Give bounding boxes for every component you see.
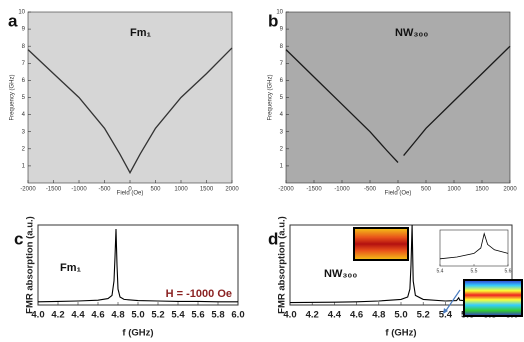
- y-tick-label: 4: [280, 112, 284, 118]
- x-tick-label: 5.4: [171, 310, 185, 321]
- inset-tick-label: 5.6: [505, 268, 512, 274]
- y-axis-label: FMR absorption (a.u.): [25, 216, 36, 314]
- x-axis-label: Field (Oe): [385, 191, 412, 197]
- x-tick-label: 4.4: [328, 310, 342, 321]
- x-tick-label: 5.2: [417, 310, 430, 321]
- inset-line: [439, 232, 509, 260]
- mode-image: [463, 279, 523, 317]
- arrow-head: [443, 308, 448, 314]
- x-tick-label: 5.8: [211, 310, 224, 321]
- annotation: H = -1000 Oe: [166, 288, 232, 300]
- y-tick-label: 1: [22, 163, 26, 169]
- x-tick-label: 4.8: [372, 310, 385, 321]
- panel-label: d: [268, 229, 278, 248]
- x-tick-label: 1500: [200, 187, 214, 193]
- data-line: [289, 224, 513, 304]
- x-tick-label: 4.0: [283, 310, 296, 321]
- x-tick-label: -2000: [278, 187, 294, 193]
- x-tick-label: 5.0: [131, 310, 144, 321]
- y-axis-label: FMR absorption (a.u.): [277, 216, 288, 314]
- x-tick-label: -2000: [20, 187, 36, 193]
- plot-area: [285, 11, 511, 184]
- x-tick-label: 5.4: [439, 310, 453, 321]
- x-tick-label: 4.4: [71, 310, 85, 321]
- x-tick-label: 4.6: [91, 310, 104, 321]
- inset-tick-label: 5.5: [471, 268, 478, 274]
- x-tick-label: 4.0: [31, 310, 44, 321]
- x-axis-label: f (GHz): [385, 328, 416, 339]
- panel-title: NW₃₀₀: [395, 27, 428, 39]
- plot-area: [37, 224, 239, 306]
- y-tick-label: 7: [22, 61, 26, 67]
- y-tick-label: 9: [22, 27, 26, 33]
- x-tick-label: -1000: [334, 187, 350, 193]
- x-axis-label: Field (Oe): [117, 191, 144, 197]
- x-tick-label: 0: [128, 187, 132, 193]
- x-tick-label: -1000: [71, 187, 87, 193]
- y-tick-label: 8: [22, 44, 26, 50]
- data-line: [37, 228, 238, 303]
- y-tick-label: 1: [280, 163, 284, 169]
- panel-title: Fm₁: [60, 262, 82, 274]
- y-axis-label: Frequency (GHz): [268, 74, 274, 120]
- x-tick-label: -1500: [306, 187, 322, 193]
- y-tick-label: 5: [22, 95, 26, 101]
- plot-area: [27, 11, 233, 184]
- y-tick-label: 2: [22, 146, 26, 152]
- x-axis-label: f (GHz): [122, 328, 153, 339]
- x-tick-label: 500: [421, 187, 432, 193]
- x-tick-label: 5.2: [151, 310, 164, 321]
- y-axis-label: Frequency (GHz): [10, 74, 16, 120]
- x-tick-label: 4.2: [306, 310, 319, 321]
- panel-label: b: [268, 11, 278, 30]
- data-line: [285, 45, 511, 163]
- x-tick-label: -500: [98, 187, 111, 193]
- panel-label: a: [8, 11, 18, 30]
- x-tick-label: -500: [364, 187, 377, 193]
- y-tick-label: 6: [22, 78, 26, 84]
- y-tick-label: 3: [22, 129, 26, 135]
- y-tick-label: 2: [280, 146, 284, 152]
- inset-frame: [439, 229, 509, 267]
- x-tick-label: 4.2: [51, 310, 64, 321]
- y-tick-label: 9: [280, 27, 284, 33]
- panel-title: Fm₁: [130, 27, 152, 39]
- y-tick-label: 10: [18, 10, 25, 16]
- x-tick-label: 4.8: [111, 310, 124, 321]
- arrow: [444, 289, 461, 313]
- x-tick-label: 2000: [225, 187, 239, 193]
- x-tick-label: -1500: [46, 187, 62, 193]
- y-tick-label: 6: [280, 78, 284, 84]
- y-tick-label: 8: [280, 44, 284, 50]
- x-tick-label: 1500: [475, 187, 489, 193]
- x-tick-label: 5.0: [394, 310, 407, 321]
- x-tick-label: 5.6: [191, 310, 204, 321]
- inset-tick-label: 5.4: [437, 268, 444, 274]
- panel-title: NW₃₀₀: [324, 268, 357, 280]
- x-tick-label: 4.6: [350, 310, 363, 321]
- x-tick-label: 2000: [503, 187, 517, 193]
- x-tick-label: 6.0: [231, 310, 244, 321]
- y-tick-label: 3: [280, 129, 284, 135]
- panel-label: c: [14, 229, 23, 248]
- x-tick-label: 0: [396, 187, 400, 193]
- y-tick-label: 10: [276, 10, 283, 16]
- y-tick-label: 5: [280, 95, 284, 101]
- x-tick-label: 1000: [447, 187, 461, 193]
- x-tick-label: 500: [150, 187, 161, 193]
- mode-image: [353, 227, 409, 261]
- y-tick-label: 4: [22, 112, 26, 118]
- data-line: [27, 47, 233, 175]
- x-tick-label: 1000: [174, 187, 188, 193]
- y-tick-label: 7: [280, 61, 284, 67]
